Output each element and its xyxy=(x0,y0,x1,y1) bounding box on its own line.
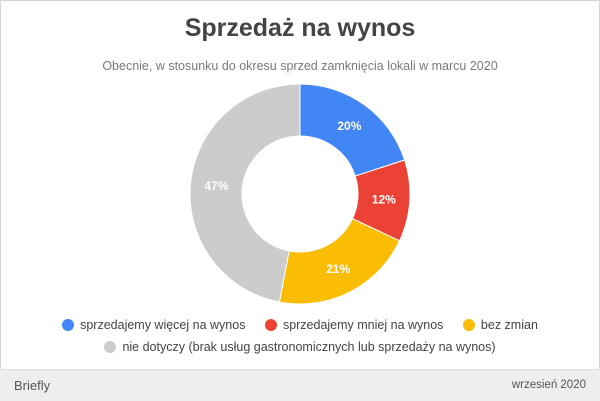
legend-label: bez zmian xyxy=(480,318,538,332)
legend-label: sprzedajemy mniej na wynos xyxy=(282,318,444,332)
legend-row-2: nie dotyczy (brak usług gastronomicznych… xyxy=(0,340,600,354)
slice-value-label: 47% xyxy=(204,179,228,193)
slice-value-label: 21% xyxy=(326,262,350,276)
legend-item-no-change: bez zmian xyxy=(462,318,538,332)
chart-title: Sprzedaż na wynos xyxy=(184,14,416,42)
chart-subtitle: Obecnie, w stosunku do okresu sprzed zam… xyxy=(102,59,498,73)
brand-logo-text: Briefly xyxy=(14,378,51,393)
footer-bar: Briefly wrzesień 2020 xyxy=(0,369,600,401)
slice-not-applicable xyxy=(189,83,301,303)
donut-slices xyxy=(189,83,411,305)
slice-value-label: 12% xyxy=(372,192,396,206)
legend-swatch xyxy=(462,319,475,331)
legend-row-1: sprzedajemy więcej na wynos sprzedajemy … xyxy=(0,318,600,332)
footer-date: wrzesień 2020 xyxy=(511,379,586,391)
donut-labels: 20% 12% 21% 47% xyxy=(204,119,396,276)
slice-value-label: 20% xyxy=(337,119,361,133)
legend-label: nie dotyczy (brak usług gastronomicznych… xyxy=(122,340,496,354)
legend-label: sprzedajemy więcej na wynos xyxy=(80,318,246,332)
legend-item-less: sprzedajemy mniej na wynos xyxy=(264,318,444,332)
legend-swatch xyxy=(264,319,277,331)
legend-swatch xyxy=(62,319,75,331)
legend-item-more: sprzedajemy więcej na wynos xyxy=(62,318,245,332)
legend-item-not-applicable: nie dotyczy (brak usług gastronomicznych… xyxy=(104,340,496,354)
legend-swatch xyxy=(104,341,117,353)
